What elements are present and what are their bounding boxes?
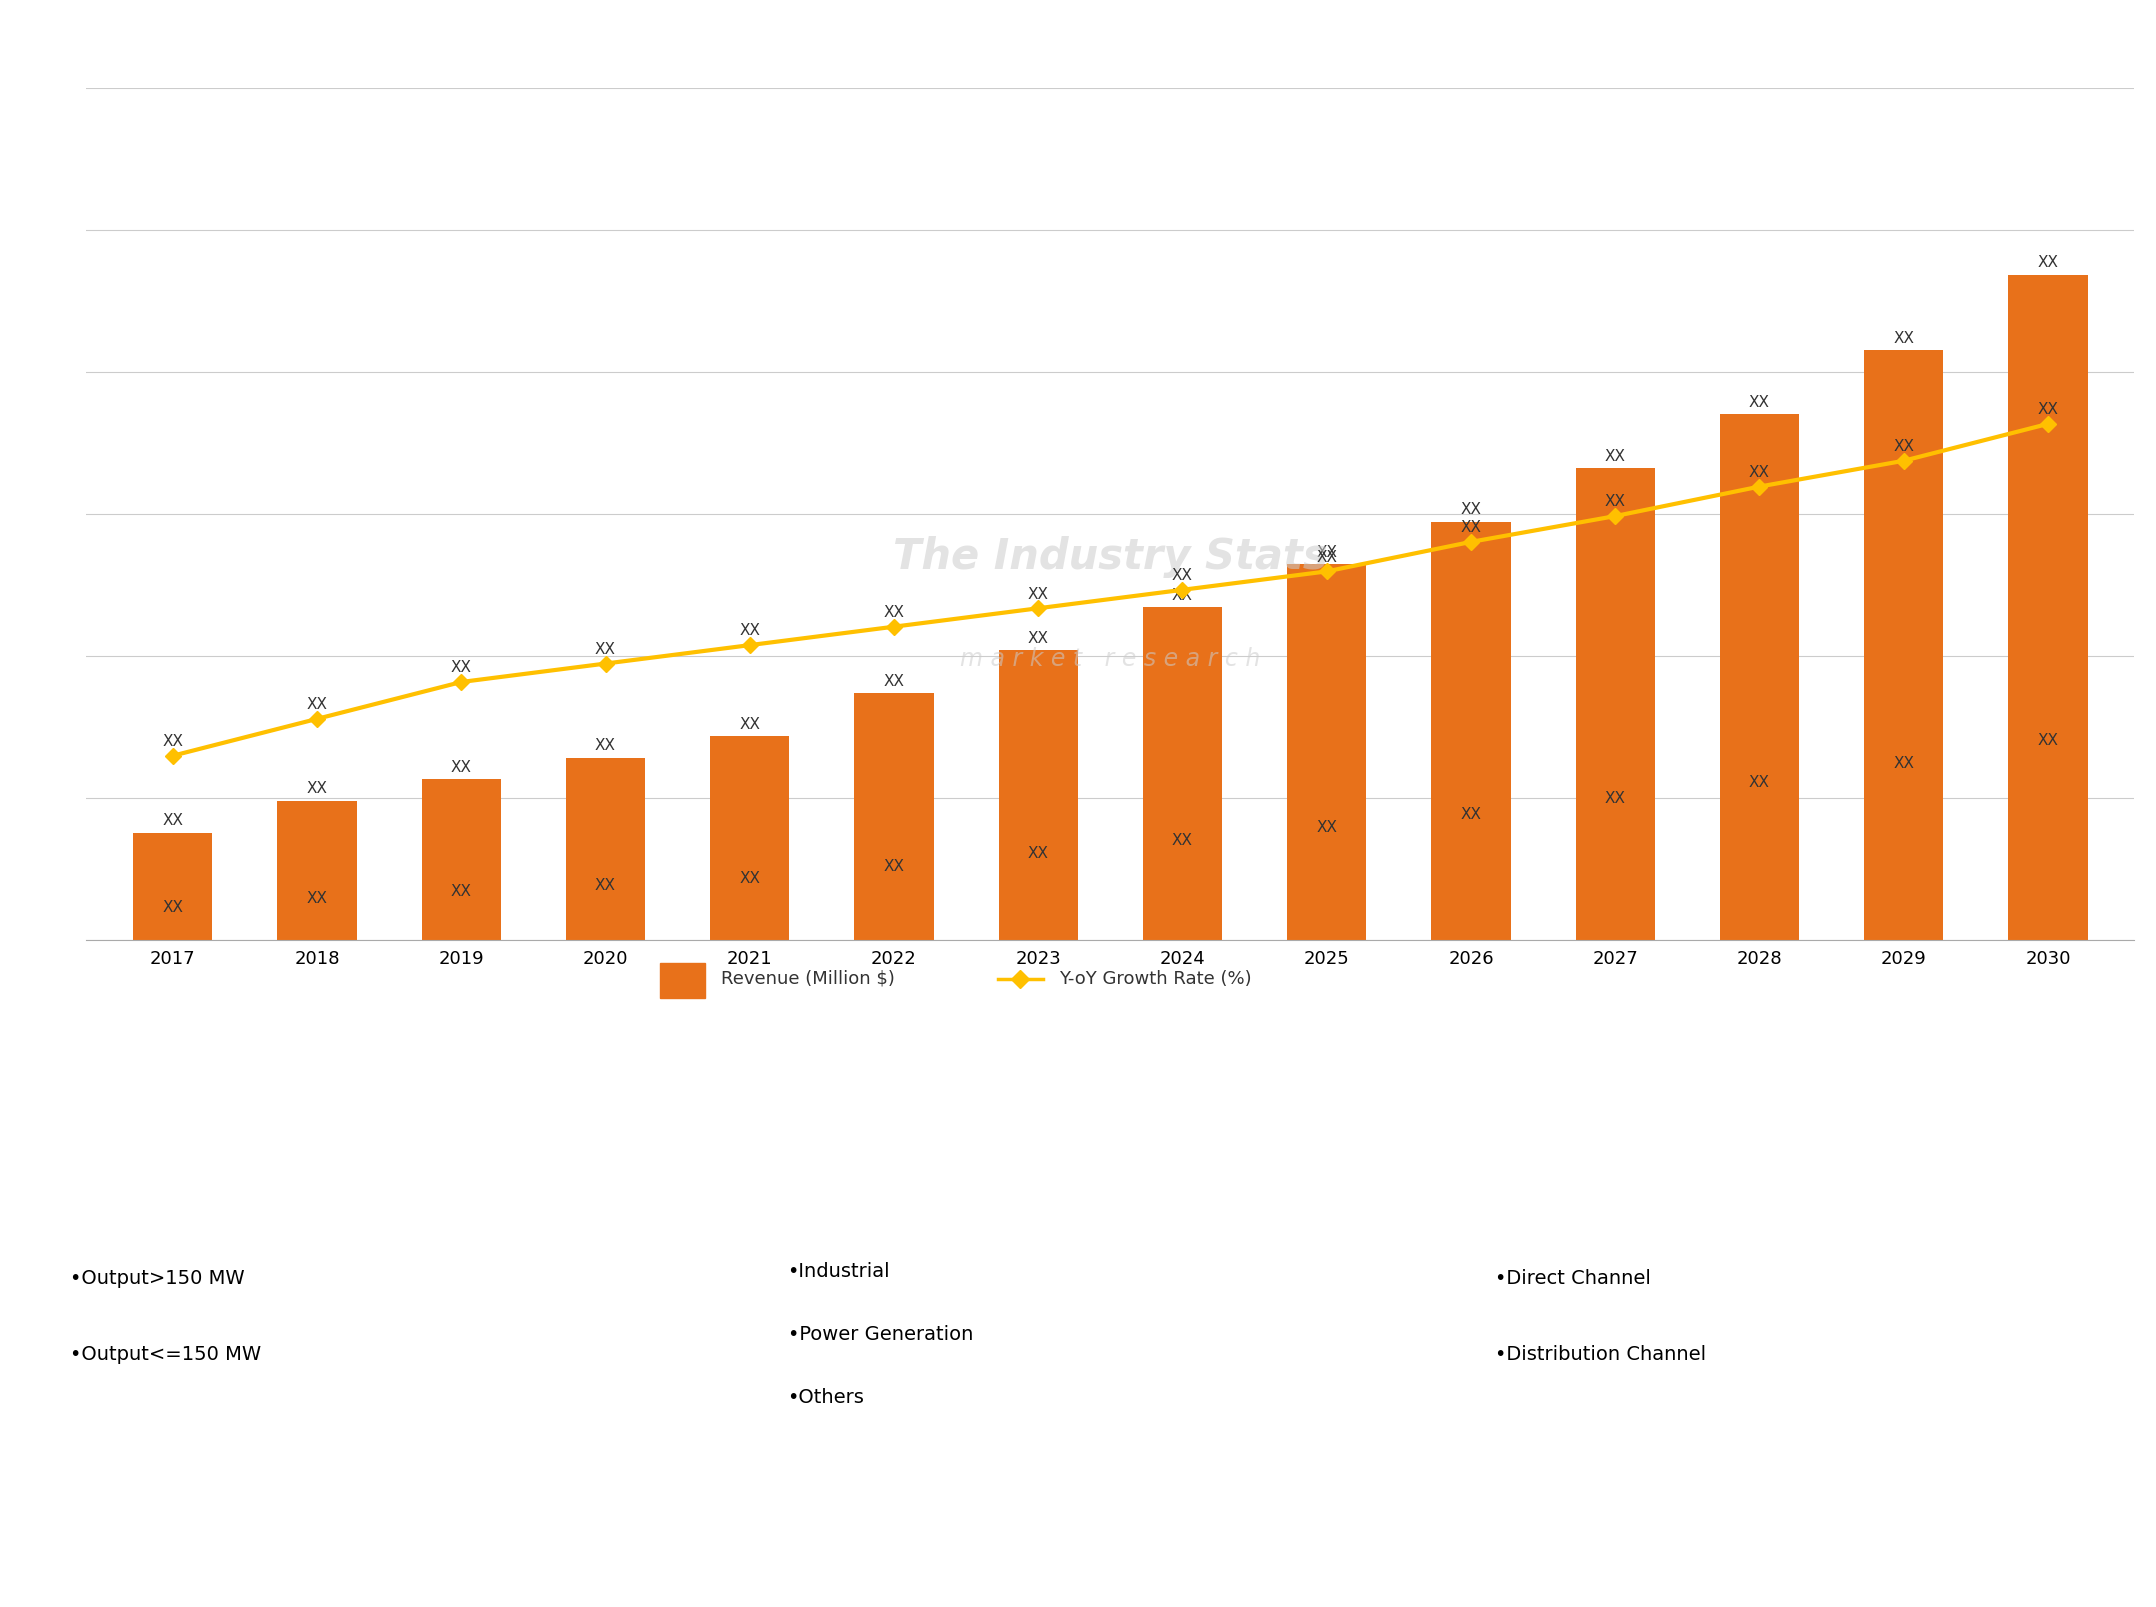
Text: XX: XX [162,734,183,749]
Bar [278,800,356,940]
Text: XX: XX [306,781,328,797]
Text: XX: XX [2037,402,2059,418]
Text: Fig. Global Condensing Steam Turbine Market Status and Outlook: Fig. Global Condensing Steam Turbine Mar… [28,35,1007,61]
Text: Email: sales@theindustrystats.com: Email: sales@theindustrystats.com [798,1527,1128,1546]
Text: •Distribution Channel: •Distribution Channel [1494,1345,1705,1364]
Text: XX: XX [1604,495,1626,509]
Text: XX: XX [306,890,328,906]
Text: XX: XX [1460,521,1481,535]
Bar [565,757,645,940]
Text: XX: XX [306,697,328,712]
Text: The Industry Stats: The Industry Stats [893,535,1328,579]
Bar [1143,607,1222,940]
Bar [134,832,213,940]
Text: Product Types: Product Types [287,1123,442,1143]
Text: XX: XX [451,660,472,675]
Text: XX: XX [740,624,761,638]
Text: XX: XX [451,760,472,775]
Text: XX: XX [451,884,472,900]
Text: XX: XX [1749,775,1770,789]
Text: XX: XX [1315,545,1337,561]
Bar [2007,275,2087,940]
Text: XX: XX [1028,845,1048,861]
Text: XX: XX [1893,755,1915,770]
Text: XX: XX [162,900,183,916]
Text: XX: XX [595,738,617,754]
Text: XX: XX [595,641,617,657]
Text: XX: XX [595,877,617,893]
Text: XX: XX [1893,439,1915,455]
Bar [1720,415,1798,940]
Bar [1576,468,1656,940]
Text: XX: XX [1315,820,1337,836]
Text: XX: XX [1315,550,1337,564]
Text: XX: XX [884,858,906,874]
FancyBboxPatch shape [660,963,705,998]
Text: XX: XX [1604,448,1626,463]
Text: XX: XX [1749,395,1770,410]
Text: XX: XX [2037,733,2059,747]
Text: XX: XX [1028,587,1048,601]
Text: XX: XX [884,673,906,689]
Text: Revenue (Million $): Revenue (Million $) [722,969,895,988]
Text: Sales Channels: Sales Channels [1705,1123,1874,1143]
Text: •Power Generation: •Power Generation [787,1324,972,1343]
Text: XX: XX [1173,832,1192,848]
Text: •Direct Channel: •Direct Channel [1494,1270,1651,1289]
Bar [709,736,789,940]
Text: Y-oY Growth Rate (%): Y-oY Growth Rate (%) [1059,969,1253,988]
Text: XX: XX [2037,256,2059,270]
Text: •Others: •Others [787,1387,865,1406]
Text: •Industrial: •Industrial [787,1261,890,1281]
Text: XX: XX [740,871,761,887]
Text: •Output>150 MW: •Output>150 MW [69,1270,244,1289]
Text: XX: XX [1893,331,1915,346]
Text: XX: XX [740,717,761,731]
Bar [854,693,934,940]
Text: m a r k e t   r e s e a r c h: m a r k e t r e s e a r c h [959,648,1261,672]
Bar [1865,350,1943,940]
Text: XX: XX [1460,807,1481,823]
Text: Website: www.theindustrystats.com: Website: www.theindustrystats.com [1509,1527,1850,1546]
Text: XX: XX [1604,791,1626,807]
Text: Source: Theindustrystats Analysis: Source: Theindustrystats Analysis [86,1527,405,1546]
Bar [423,779,500,940]
Text: XX: XX [1460,503,1481,517]
Text: Application: Application [1020,1123,1145,1143]
Bar [998,651,1078,940]
Bar [1287,564,1367,940]
Bar [1432,522,1511,940]
Text: XX: XX [1173,588,1192,603]
Text: •Output<=150 MW: •Output<=150 MW [69,1345,261,1364]
Text: XX: XX [884,606,906,620]
Text: XX: XX [1173,569,1192,583]
Text: XX: XX [162,813,183,829]
Text: XX: XX [1028,632,1048,646]
Text: XX: XX [1749,464,1770,480]
